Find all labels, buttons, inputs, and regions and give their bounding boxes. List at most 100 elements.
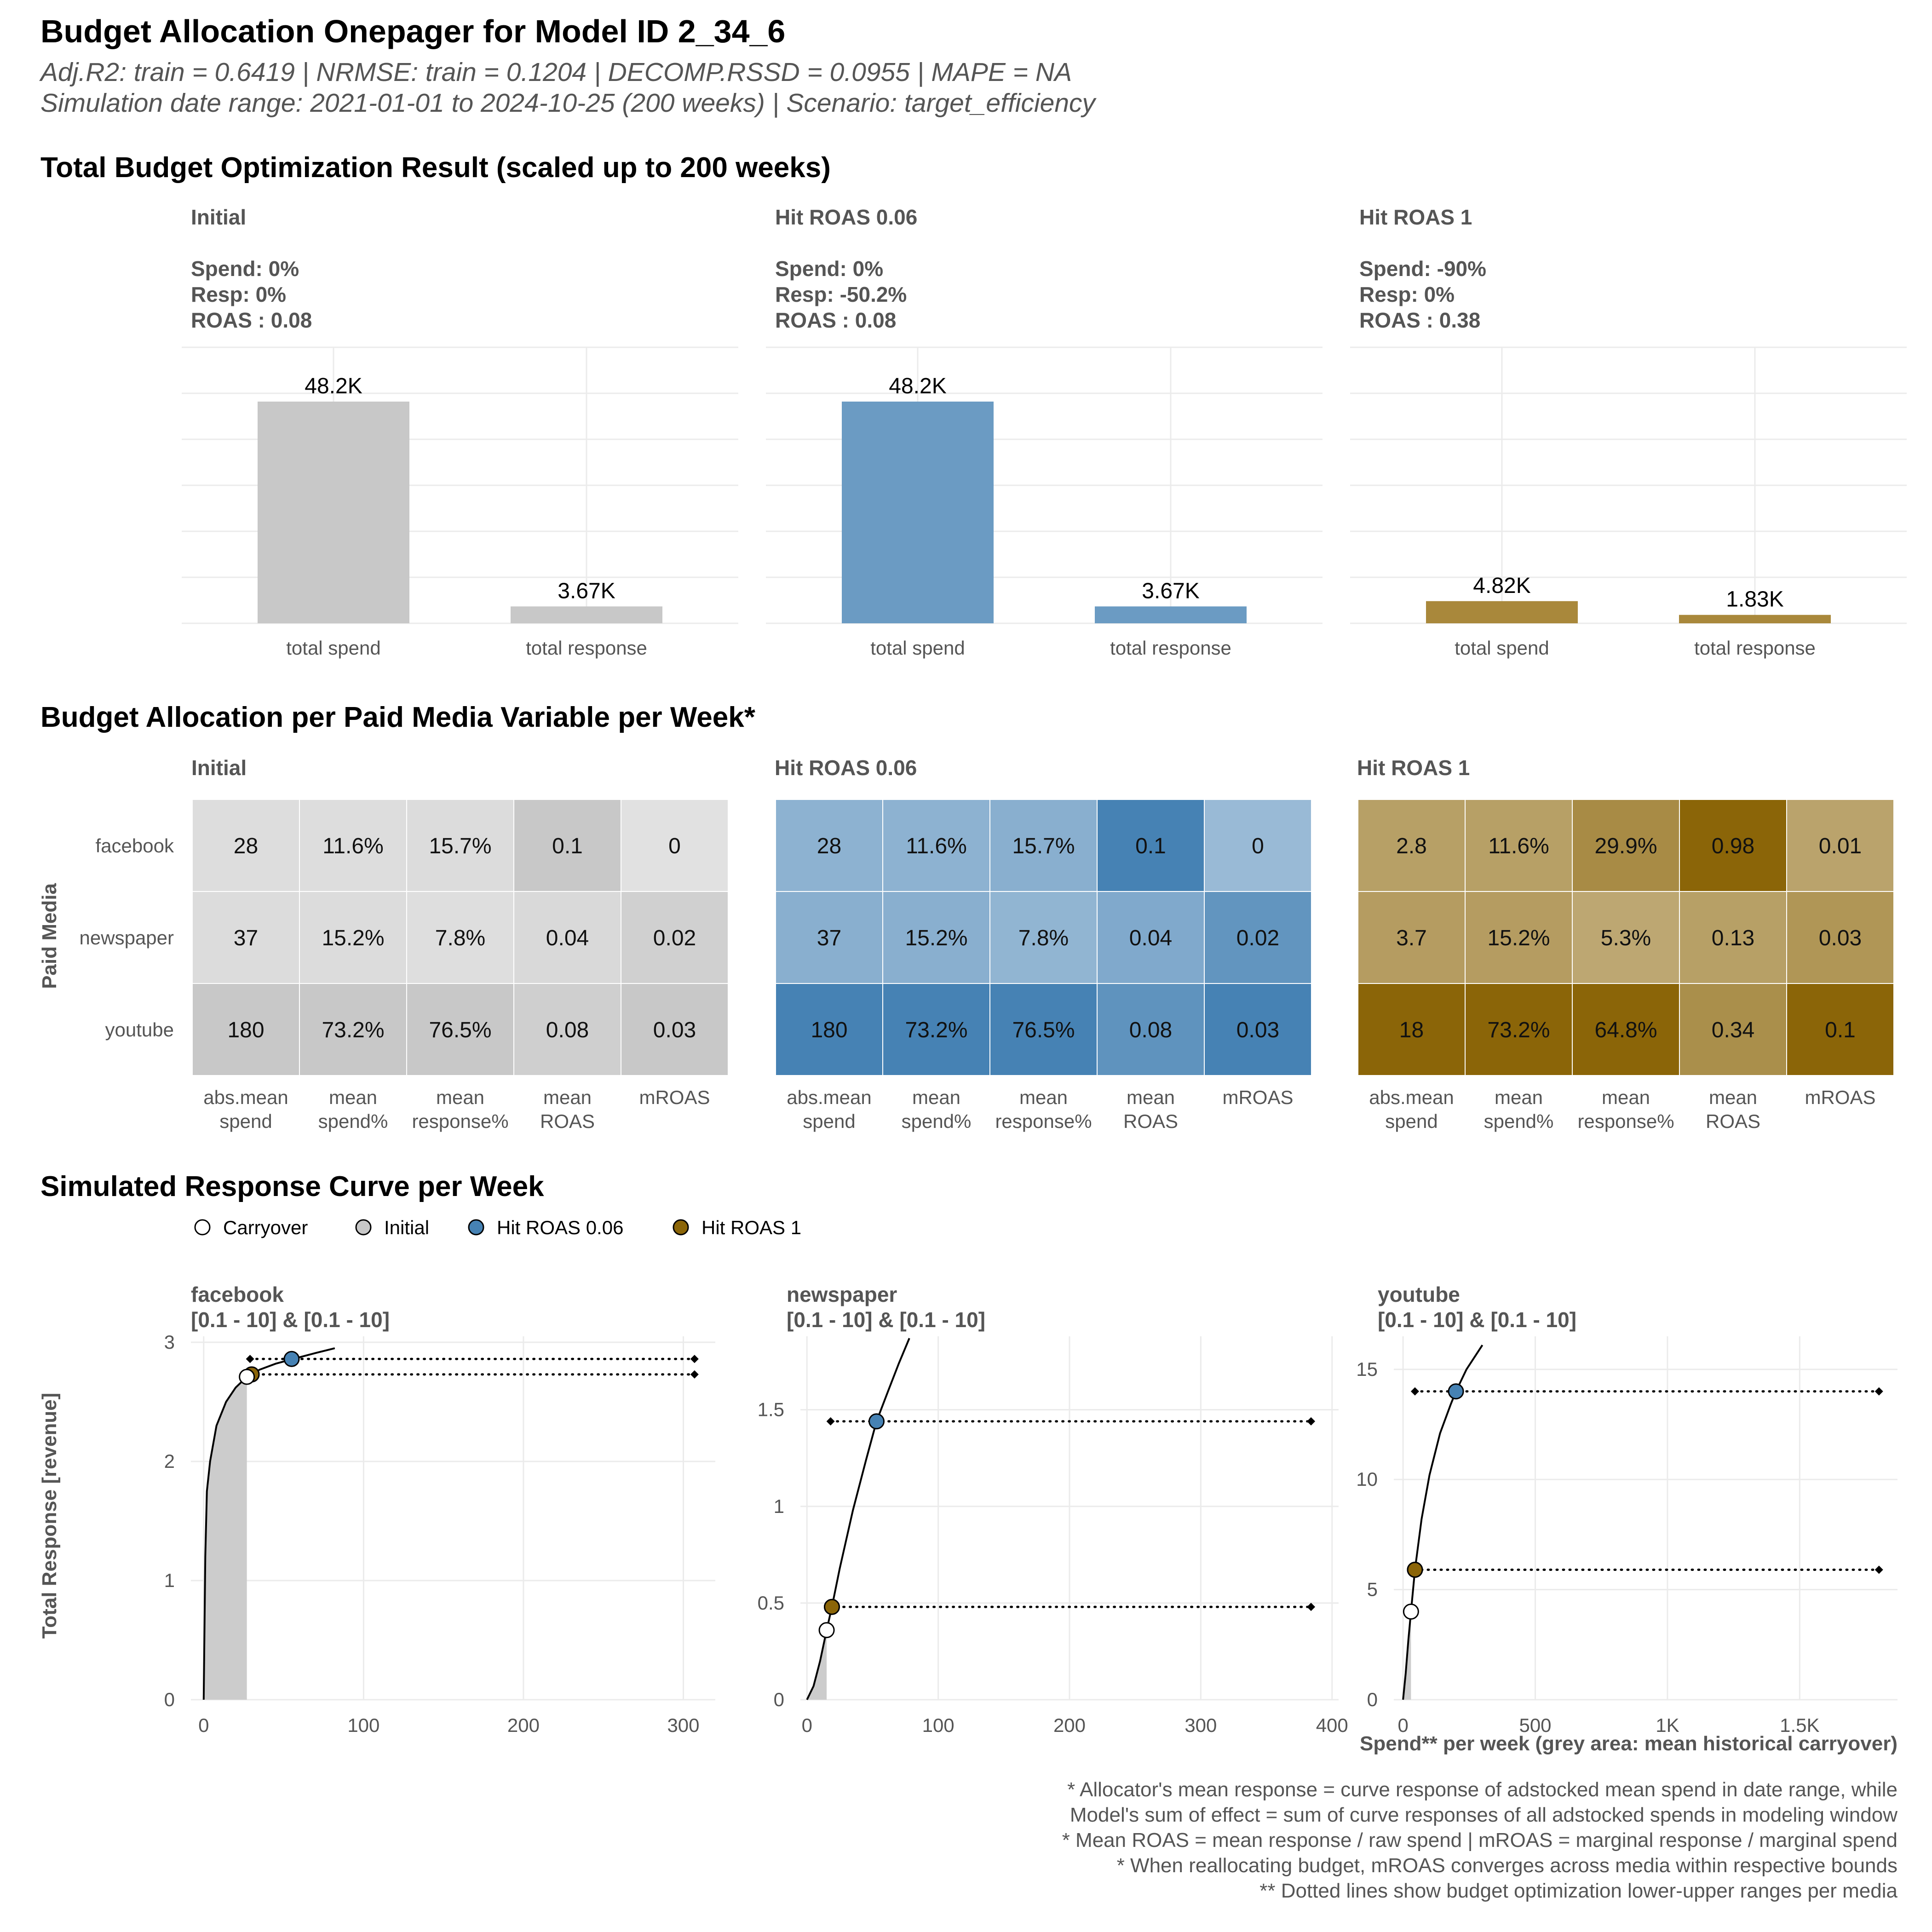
curve-x-tick-label: 0 [1397,1714,1408,1736]
curve-y-tick-label: 3 [164,1331,175,1353]
bar-value-label: 4.82K [1473,574,1530,598]
heatmap-cell-value: 0.03 [1819,926,1862,950]
curve-x-tick-label: 1.5K [1780,1714,1819,1736]
legend-swatch-hit-roas-1 [673,1219,689,1236]
page-title: Budget Allocation Onepager for Model ID … [40,13,785,49]
legend-label-initial: Initial [384,1217,429,1238]
bar-total-response [1095,606,1247,623]
curve-panel-newspaper: newspaper[0.1 - 10] & [0.1 - 10] 0 0.5 1 1.5… [758,1282,1348,1736]
section-title-curves: Simulated Response Curve per Week [40,1171,544,1202]
bar-value-label: 3.67K [558,579,615,603]
heatmap-cell [621,983,729,1076]
heatmap-cell-value: 0.04 [1129,926,1172,950]
bar-panel-hit-roas-1: Hit ROAS 1 Spend: -90%Resp: 0%ROAS : 0.38… [1350,205,1907,659]
heatmap-y-axis-title: Paid Media [38,883,61,989]
heatmap-cell-value: 3.7 [1396,926,1427,950]
bar-panel-title: Hit ROAS 0.06 [775,205,917,229]
heatmap-cell [406,983,514,1076]
curve-y-tick-label: 0 [1367,1689,1378,1710]
curve-y-tick-label: 0.5 [758,1592,784,1614]
curve-x-tick-label: 0 [198,1714,209,1736]
curve-x-tick-label: 200 [1053,1714,1086,1736]
heatmap-cell [1465,799,1573,892]
curve-panel-title: youtube [1378,1282,1460,1306]
heatmap-cell-value: 0 [1252,834,1264,858]
heatmap-cell [1465,983,1573,1076]
curve-x-tick-label: 400 [1316,1714,1348,1736]
heatmap-cell-value: 15.2% [322,926,384,950]
heatmap-row-label: newspaper [80,927,174,949]
heatmap-cell [1097,799,1205,892]
curve-y-tick-label: 0 [774,1689,784,1710]
range-bound-marker [690,1355,699,1363]
heatmap-cell [1204,799,1312,892]
heatmap-panel-title: Initial [191,756,247,780]
curve-x-tick-label: 100 [347,1714,380,1736]
carryover-area [203,1377,247,1700]
footnote-3: * Mean ROAS = mean response / raw spend … [1062,1829,1898,1852]
heatmap-column-label: response% [995,1110,1092,1132]
heatmap-cell [513,799,621,892]
heatmap-cell-value: 180 [811,1018,847,1042]
heatmap-column-label: mean [1019,1087,1068,1108]
heatmap-cell-value: 11.6% [322,834,384,858]
curve-x-tick-label: 200 [507,1714,540,1736]
range-bound-marker [826,1417,835,1426]
section-title-allocation: Budget Allocation per Paid Media Variabl… [40,702,756,733]
bar-value-label: 48.2K [889,374,946,398]
heatmap-cell-value: 15.2% [905,926,967,950]
heatmap-column-label: response% [1577,1110,1674,1132]
heatmap-cell [192,891,300,984]
footnote-5: ** Dotted lines show budget optimization… [1259,1880,1898,1902]
heatmap-cell-value: 2.8 [1396,834,1427,858]
heatmap-cell-value: 0.34 [1712,1018,1754,1042]
heatmap-cell [775,983,883,1076]
heatmap-column-label: abs.mean [787,1087,871,1108]
heatmap-cell [1357,799,1466,892]
heatmap-cell-value: 7.8% [435,926,485,950]
bar-panel-roas: ROAS : 0.08 [775,308,896,332]
legend-label-hit-roas-1: Hit ROAS 1 [702,1217,801,1238]
heatmap-cell [882,983,990,1076]
heatmap-cell-value: 28 [234,834,258,858]
bar-total-response [511,606,662,623]
heatmap-column-label: mean [1127,1087,1175,1108]
curves-x-axis-title: Spend** per week (grey area: mean histor… [1360,1732,1898,1755]
heatmap-cell [1786,891,1894,984]
heatmap-cell-value: 11.6% [1488,834,1549,858]
curve-y-tick-label: 1.5 [758,1399,784,1420]
heatmap-cell [1572,891,1680,984]
heatmap-column-label: spend% [902,1110,972,1132]
hit-roas-006-point [868,1413,885,1430]
bar-total-spend [842,402,994,623]
heatmap-cell-value: 37 [817,926,841,950]
response-curve-line [1402,1345,1484,1700]
heatmap-panel-initial: Initial 28 11.6% 15.7% 0.1 0 facebook 37 15.2% 7.… [80,756,729,1132]
curve-panel-bounds: [0.1 - 10] & [0.1 - 10] [1378,1308,1576,1332]
heatmap-cell [299,983,407,1076]
bar-panel-roas: ROAS : 0.38 [1359,308,1480,332]
bar-panel-title: Hit ROAS 1 [1359,205,1472,229]
bar-panel-response-change: Resp: 0% [1359,282,1455,306]
bar-panel-spend-change: Spend: -90% [1359,257,1486,281]
heatmap-column-label: mean [329,1087,377,1108]
range-bound-marker [1410,1387,1419,1396]
heatmap-cell [1097,891,1205,984]
heatmap-cell-value: 0.08 [1129,1018,1172,1042]
heatmap-cell-value: 7.8% [1018,926,1069,950]
heatmap-row-label: youtube [105,1019,174,1041]
heatmap-cell-value: 0.1 [1135,834,1166,858]
heatmap-cell-value: 0.03 [653,1018,696,1042]
heatmap-cell-value: 37 [234,926,258,950]
heatmap-cell [1786,799,1894,892]
heatmap-column-label: spend% [318,1110,388,1132]
carryover-point [239,1368,255,1385]
bar-panel-spend-change: Spend: 0% [191,257,299,281]
bar-panel-hit-roas-0-06: Hit ROAS 0.06 Spend: 0%Resp: -50.2%ROAS :… [766,205,1322,659]
range-bound-marker [1307,1417,1316,1426]
heatmap-column-label: mean [1602,1087,1650,1108]
heatmap-column-label: spend [1385,1110,1438,1132]
heatmap-column-label: mROAS [1222,1087,1293,1108]
